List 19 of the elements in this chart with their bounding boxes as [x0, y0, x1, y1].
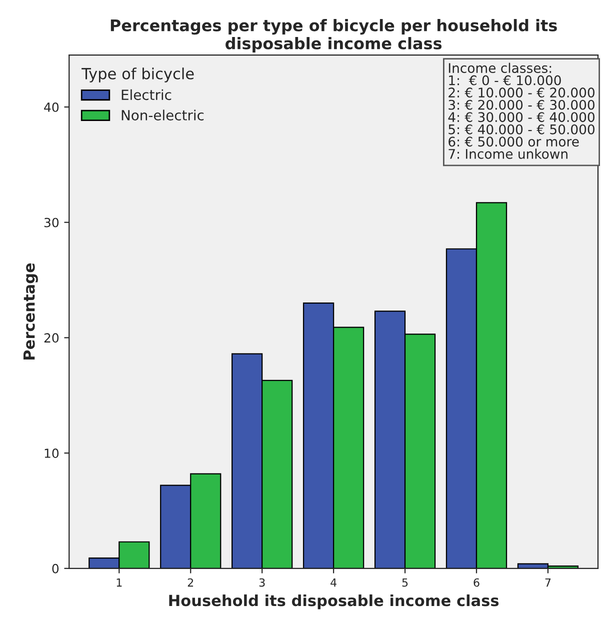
chart-title: Percentages per type of bicycle per household its disposable income class	[110, 19, 557, 53]
y-tick-label: 20	[44, 333, 59, 343]
legend-label: Non-electric	[122, 110, 204, 120]
legend-title: Type of bicycle	[82, 68, 194, 82]
x-axis-title: Household its disposable income class	[169, 594, 499, 610]
y-tick-label: 10	[44, 448, 59, 458]
y-tick-label: 0	[52, 564, 59, 574]
y-tick-label: 40	[44, 102, 59, 112]
x-tick-label: 2	[188, 578, 194, 587]
x-tick-label: 4	[330, 578, 336, 587]
legend-label: Electric	[122, 89, 172, 100]
y-axis-title: Percentage	[23, 263, 38, 360]
y-tick-label: 30	[44, 218, 59, 228]
x-tick-label: 3	[259, 578, 265, 587]
annotation: Income classes: 1: € 0 - € 10.000 2: € 10.000 - € 20.000 3: € 20.000 - € 30.000 4: € 30.000 - € 40.000 5: € 40.000 - € 50.000 6: € 50.000 or more 7: Income unkown	[448, 62, 594, 159]
x-tick-label: 7	[545, 578, 551, 587]
x-tick-label: 6	[474, 578, 480, 587]
x-tick-label: 1	[116, 578, 122, 587]
x-tick-label: 5	[402, 578, 408, 587]
